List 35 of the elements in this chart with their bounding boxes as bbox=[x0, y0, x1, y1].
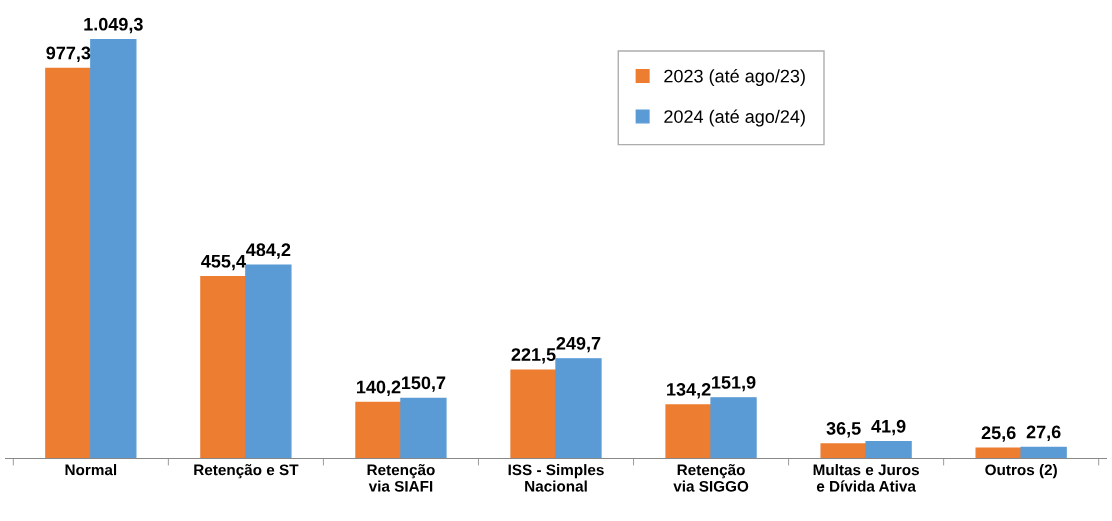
data-label: 25,6 bbox=[981, 426, 1016, 442]
data-label: 134,2 bbox=[667, 383, 711, 399]
legend-label: 2024 (até ago/24) bbox=[664, 109, 805, 127]
data-label: 27,6 bbox=[1026, 425, 1061, 441]
bar bbox=[45, 67, 92, 459]
x-tick-label: Retenção via SIAFI bbox=[367, 464, 435, 492]
data-label: 249,7 bbox=[556, 336, 601, 353]
bar bbox=[1020, 446, 1067, 459]
x-tick-label: Retenção e ST bbox=[194, 464, 299, 479]
bar bbox=[710, 397, 757, 459]
data-label: 221,5 bbox=[511, 348, 556, 364]
x-tick-label: Retenção via SIGGO bbox=[673, 464, 749, 492]
data-label: 1.049,3 bbox=[84, 17, 143, 34]
data-label: 140,2 bbox=[357, 380, 401, 397]
x-tick-label: Normal bbox=[65, 464, 117, 476]
x-tick-label: Outros (2) bbox=[985, 464, 1057, 479]
bar bbox=[820, 443, 867, 459]
x-tick-label: ISS - Simples Nacional bbox=[508, 464, 604, 492]
bar bbox=[555, 358, 602, 459]
bar bbox=[510, 369, 557, 459]
bar bbox=[865, 441, 912, 459]
bar bbox=[245, 264, 292, 459]
bar bbox=[400, 397, 447, 459]
data-label: 151,9 bbox=[712, 375, 756, 392]
data-label: 150,7 bbox=[401, 376, 446, 392]
bar bbox=[355, 401, 402, 459]
legend-label: 2023 (até ago/23) bbox=[664, 69, 805, 87]
data-label: 484,2 bbox=[246, 243, 291, 259]
bar bbox=[665, 404, 712, 459]
bar bbox=[90, 39, 137, 459]
x-tick-label: Multas e Juros e Dívida Ativa bbox=[813, 464, 919, 492]
bar bbox=[200, 276, 247, 459]
data-label: 41,9 bbox=[871, 419, 906, 436]
data-label: 36,5 bbox=[826, 422, 861, 438]
data-label: 455,4 bbox=[201, 255, 246, 271]
